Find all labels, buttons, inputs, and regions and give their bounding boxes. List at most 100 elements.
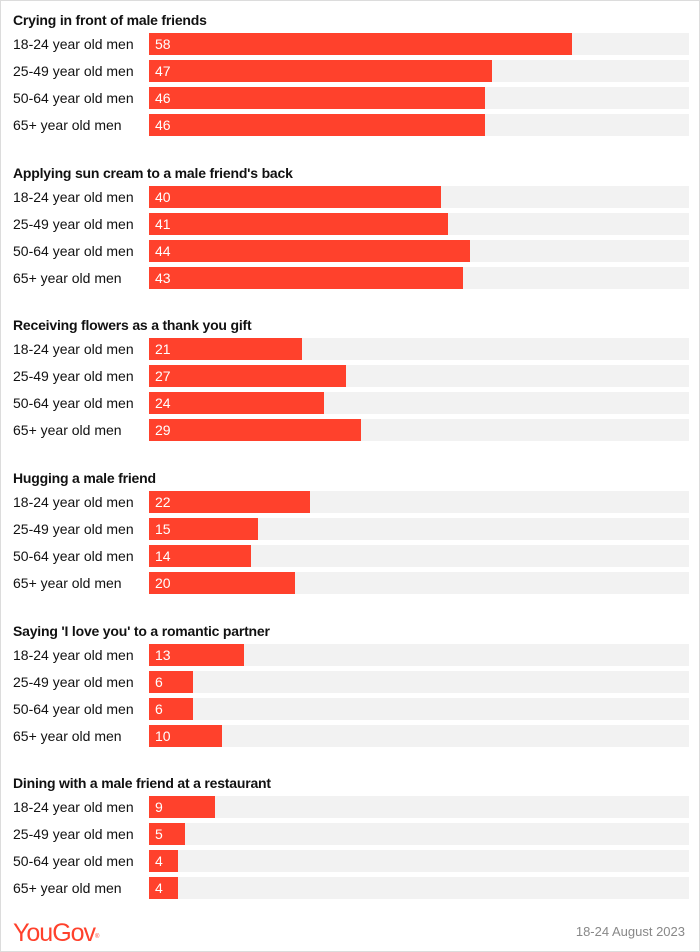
bar-value: 44 — [155, 243, 171, 259]
bar-track: 15 — [149, 518, 689, 540]
bar-track: 20 — [149, 572, 689, 594]
bar-row: 65+ year old men 29 — [13, 419, 691, 441]
bar-row: 25-49 year old men 47 — [13, 60, 691, 82]
bar-row: 18-24 year old men 58 — [13, 33, 691, 55]
bar-row: 18-24 year old men 21 — [13, 338, 691, 360]
bar-value: 14 — [155, 548, 171, 564]
bar: 46 — [149, 114, 485, 136]
bar-value: 4 — [155, 853, 163, 869]
bar-value: 58 — [155, 36, 171, 52]
row-label: 50-64 year old men — [13, 701, 134, 717]
bar-value: 13 — [155, 647, 171, 663]
bar-value: 21 — [155, 341, 171, 357]
section-title: Crying in front of male friends — [13, 12, 207, 28]
row-label: 18-24 year old men — [13, 189, 134, 205]
bar-track: 58 — [149, 33, 689, 55]
bar-value: 6 — [155, 674, 163, 690]
bar-track: 41 — [149, 213, 689, 235]
bar-track: 6 — [149, 671, 689, 693]
registered-mark-icon: ® — [95, 934, 100, 940]
bar: 43 — [149, 267, 463, 289]
row-label: 50-64 year old men — [13, 853, 134, 869]
bar: 46 — [149, 87, 485, 109]
bar: 6 — [149, 671, 193, 693]
bar-track: 4 — [149, 850, 689, 872]
bar-row: 25-49 year old men 41 — [13, 213, 691, 235]
bar-track: 27 — [149, 365, 689, 387]
bar-track: 40 — [149, 186, 689, 208]
section-title: Hugging a male friend — [13, 470, 156, 486]
row-label: 65+ year old men — [13, 575, 122, 591]
bar: 9 — [149, 796, 215, 818]
row-label: 65+ year old men — [13, 880, 122, 896]
bar-row: 50-64 year old men 6 — [13, 698, 691, 720]
bar-track: 44 — [149, 240, 689, 262]
bar-value: 10 — [155, 728, 171, 744]
row-label: 50-64 year old men — [13, 90, 134, 106]
row-label: 25-49 year old men — [13, 216, 134, 232]
survey-date: 18-24 August 2023 — [575, 924, 685, 939]
bar-row: 25-49 year old men 6 — [13, 671, 691, 693]
bar: 6 — [149, 698, 193, 720]
bar-track: 6 — [149, 698, 689, 720]
bar-track: 5 — [149, 823, 689, 845]
bar-track: 43 — [149, 267, 689, 289]
bar-row: 65+ year old men 46 — [13, 114, 691, 136]
bar-row: 65+ year old men 10 — [13, 725, 691, 747]
bar-track: 21 — [149, 338, 689, 360]
bar-value: 20 — [155, 575, 171, 591]
bar-value: 46 — [155, 117, 171, 133]
bar-track: 4 — [149, 877, 689, 899]
bar: 13 — [149, 644, 244, 666]
row-label: 50-64 year old men — [13, 243, 134, 259]
bar-value: 41 — [155, 216, 171, 232]
section-title: Applying sun cream to a male friend's ba… — [13, 165, 293, 181]
bar-row: 65+ year old men 20 — [13, 572, 691, 594]
row-label: 18-24 year old men — [13, 494, 134, 510]
bar-value: 27 — [155, 368, 171, 384]
bar: 15 — [149, 518, 258, 540]
bar-row: 50-64 year old men 14 — [13, 545, 691, 567]
row-label: 18-24 year old men — [13, 341, 134, 357]
bar: 24 — [149, 392, 324, 414]
bar-track: 10 — [149, 725, 689, 747]
row-label: 25-49 year old men — [13, 368, 134, 384]
bar-value: 47 — [155, 63, 171, 79]
row-label: 50-64 year old men — [13, 548, 134, 564]
bar-value: 43 — [155, 270, 171, 286]
bar-value: 29 — [155, 422, 171, 438]
bar-track: 14 — [149, 545, 689, 567]
bar-value: 46 — [155, 90, 171, 106]
bar: 58 — [149, 33, 572, 55]
bar-value: 15 — [155, 521, 171, 537]
row-label: 65+ year old men — [13, 422, 122, 438]
row-label: 25-49 year old men — [13, 826, 134, 842]
bar-value: 6 — [155, 701, 163, 717]
bar-row: 50-64 year old men 24 — [13, 392, 691, 414]
bar: 20 — [149, 572, 295, 594]
bar-row: 18-24 year old men 40 — [13, 186, 691, 208]
bar-value: 4 — [155, 880, 163, 896]
bar-row: 25-49 year old men 27 — [13, 365, 691, 387]
section-title: Saying 'I love you' to a romantic partne… — [13, 623, 270, 639]
bar-row: 50-64 year old men 4 — [13, 850, 691, 872]
bar: 22 — [149, 491, 310, 513]
row-label: 18-24 year old men — [13, 799, 134, 815]
row-label: 25-49 year old men — [13, 63, 134, 79]
bar-value: 24 — [155, 395, 171, 411]
row-label: 65+ year old men — [13, 270, 122, 286]
bar: 47 — [149, 60, 492, 82]
bar: 4 — [149, 877, 178, 899]
bar-row: 25-49 year old men 5 — [13, 823, 691, 845]
bar-track: 22 — [149, 491, 689, 513]
bar-row: 18-24 year old men 22 — [13, 491, 691, 513]
section-title: Receiving flowers as a thank you gift — [13, 317, 252, 333]
bar-track: 47 — [149, 60, 689, 82]
bar-track: 9 — [149, 796, 689, 818]
bar-value: 5 — [155, 826, 163, 842]
bar-row: 65+ year old men 4 — [13, 877, 691, 899]
bar-track: 29 — [149, 419, 689, 441]
bar: 29 — [149, 419, 361, 441]
bar-value: 22 — [155, 494, 171, 510]
row-label: 18-24 year old men — [13, 647, 134, 663]
